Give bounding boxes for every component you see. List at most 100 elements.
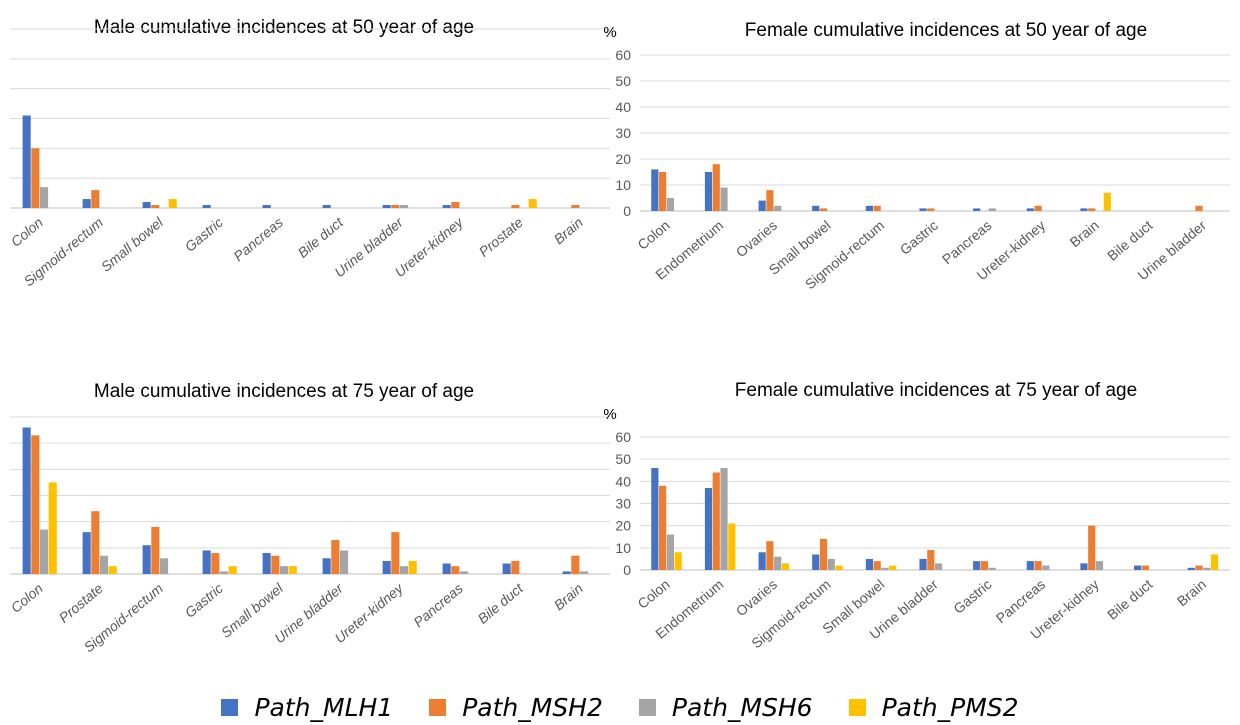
female-75-bar	[774, 556, 782, 570]
female-50-y-tick-label: 20	[615, 151, 631, 167]
legend-swatch-mlh1	[221, 699, 239, 716]
female-50-y-tick-label: 60	[615, 47, 631, 63]
male-75-title: Male cumulative incidences at 75 year of…	[94, 381, 474, 402]
female-75-bar	[720, 468, 728, 570]
legend-swatch-msh6	[638, 699, 656, 716]
male-75-bar	[580, 571, 589, 574]
male-50-bar	[382, 205, 391, 208]
female-50-bar	[651, 169, 659, 211]
female-50-bar	[919, 208, 927, 211]
male-50-bar	[322, 205, 331, 208]
male-75-bar	[31, 435, 40, 574]
female-50-title: Female cumulative incidences at 50 year …	[745, 20, 1147, 41]
male-75-bar	[562, 571, 571, 574]
male-50-bar	[451, 202, 460, 208]
male-50-bar	[40, 187, 49, 208]
female-50-bar	[720, 187, 728, 211]
female-75-bar	[651, 468, 659, 570]
female-50-bar	[659, 172, 667, 211]
female-75-bar	[728, 523, 736, 570]
female-50-category-label: Brain	[1067, 217, 1102, 250]
female-50-bar	[712, 164, 720, 211]
female-75-bar	[1141, 565, 1149, 570]
female-75-category-label: Gastric	[950, 576, 994, 617]
legend-item-mlh1: Path_MLH1	[221, 693, 393, 722]
male-50-bar	[202, 205, 211, 208]
female-75-bar	[835, 565, 843, 570]
male-75-bar	[571, 555, 580, 574]
male-50-bar	[31, 148, 40, 208]
male-75-bar	[91, 511, 100, 574]
female-50-category-label: Colon	[634, 217, 672, 253]
male-50-bar	[442, 205, 451, 208]
female-50-y-tick-label: 30	[615, 125, 631, 141]
male-50-bar	[400, 205, 409, 208]
male-75-category-label: Colon	[8, 580, 46, 616]
female-50-y-tick-label: 10	[615, 177, 631, 193]
male-75-bar	[262, 553, 271, 574]
female-75-y-tick-label: 50	[615, 451, 631, 467]
female-75-bar	[927, 550, 935, 570]
female-75-bar	[1195, 565, 1203, 570]
legend-label-msh6: Path_MSH6	[671, 693, 813, 722]
male-75-bar	[40, 529, 49, 574]
male-50-category-label: Small bowel	[98, 213, 167, 274]
female-75-bar	[827, 558, 835, 570]
male-75-bar	[340, 550, 349, 574]
male-75-bar	[322, 558, 331, 574]
female-75-bar	[881, 567, 889, 570]
legend-label-mlh1: Path_MLH1	[254, 693, 394, 722]
female-75-bar	[873, 561, 881, 570]
legend-label-msh2: Path_MSH2	[462, 693, 603, 722]
female-50-y-tick-label: 50	[615, 73, 631, 89]
male-75-bar	[211, 553, 220, 574]
female-75-bar	[1026, 561, 1034, 570]
male-50-category-label: Bile duct	[295, 213, 347, 260]
male-75-bar	[442, 563, 451, 574]
female-75-bar	[659, 485, 667, 570]
male-75-bar	[108, 566, 117, 574]
female-75-title: Female cumulative incidences at 75 year …	[735, 380, 1137, 401]
male-75-bar	[22, 427, 31, 574]
female-50-bar	[988, 208, 996, 211]
male-75-bar	[48, 482, 57, 574]
male-75-category-label: Brain	[551, 580, 586, 613]
female-75-bar	[1034, 561, 1042, 570]
female-75-bar	[819, 538, 828, 570]
male-75-category-label: Gastric	[182, 580, 226, 621]
female-75-bar	[865, 558, 873, 570]
female-50-bar	[758, 200, 766, 211]
male-75-bar	[460, 571, 469, 574]
male-50-bar	[528, 199, 537, 208]
male-50-title: Male cumulative incidences at 50 year of…	[94, 17, 474, 38]
female-75-bar	[1203, 567, 1211, 570]
male-50-bar	[151, 205, 160, 208]
male-75-bar	[280, 566, 289, 574]
male-75-bar	[82, 532, 91, 574]
male-50-bar	[571, 205, 580, 208]
female-50-bar	[812, 205, 820, 211]
female-75-bar	[812, 554, 820, 570]
female-50-bar	[1026, 208, 1034, 211]
male-50-category-label: Gastric	[182, 214, 226, 255]
male-75-category-label: Bile duct	[475, 579, 527, 626]
legend-label-pms2: Path_PMS2	[881, 693, 1019, 722]
male-75-bar	[331, 539, 340, 574]
female-75-bar	[1210, 554, 1219, 570]
male-50-bar	[91, 190, 100, 208]
female-75-bar	[1187, 567, 1195, 570]
male-50-bar	[168, 199, 177, 208]
female-50-bar	[766, 190, 774, 211]
female-50-category-label: Gastric	[897, 217, 941, 258]
male-75-bar	[100, 555, 109, 574]
female-50-bar	[865, 205, 873, 211]
male-50-bar	[391, 205, 400, 208]
female-50-bar	[1103, 192, 1111, 211]
male-75-bar	[160, 558, 169, 574]
female-75-bar	[935, 563, 943, 570]
male-50-category-label: Brain	[551, 214, 586, 247]
male-75-category-label: Pancreas	[410, 580, 466, 630]
female-75-bar	[988, 567, 996, 570]
female-50-bar	[1080, 208, 1088, 211]
female-75-bar	[766, 541, 774, 570]
